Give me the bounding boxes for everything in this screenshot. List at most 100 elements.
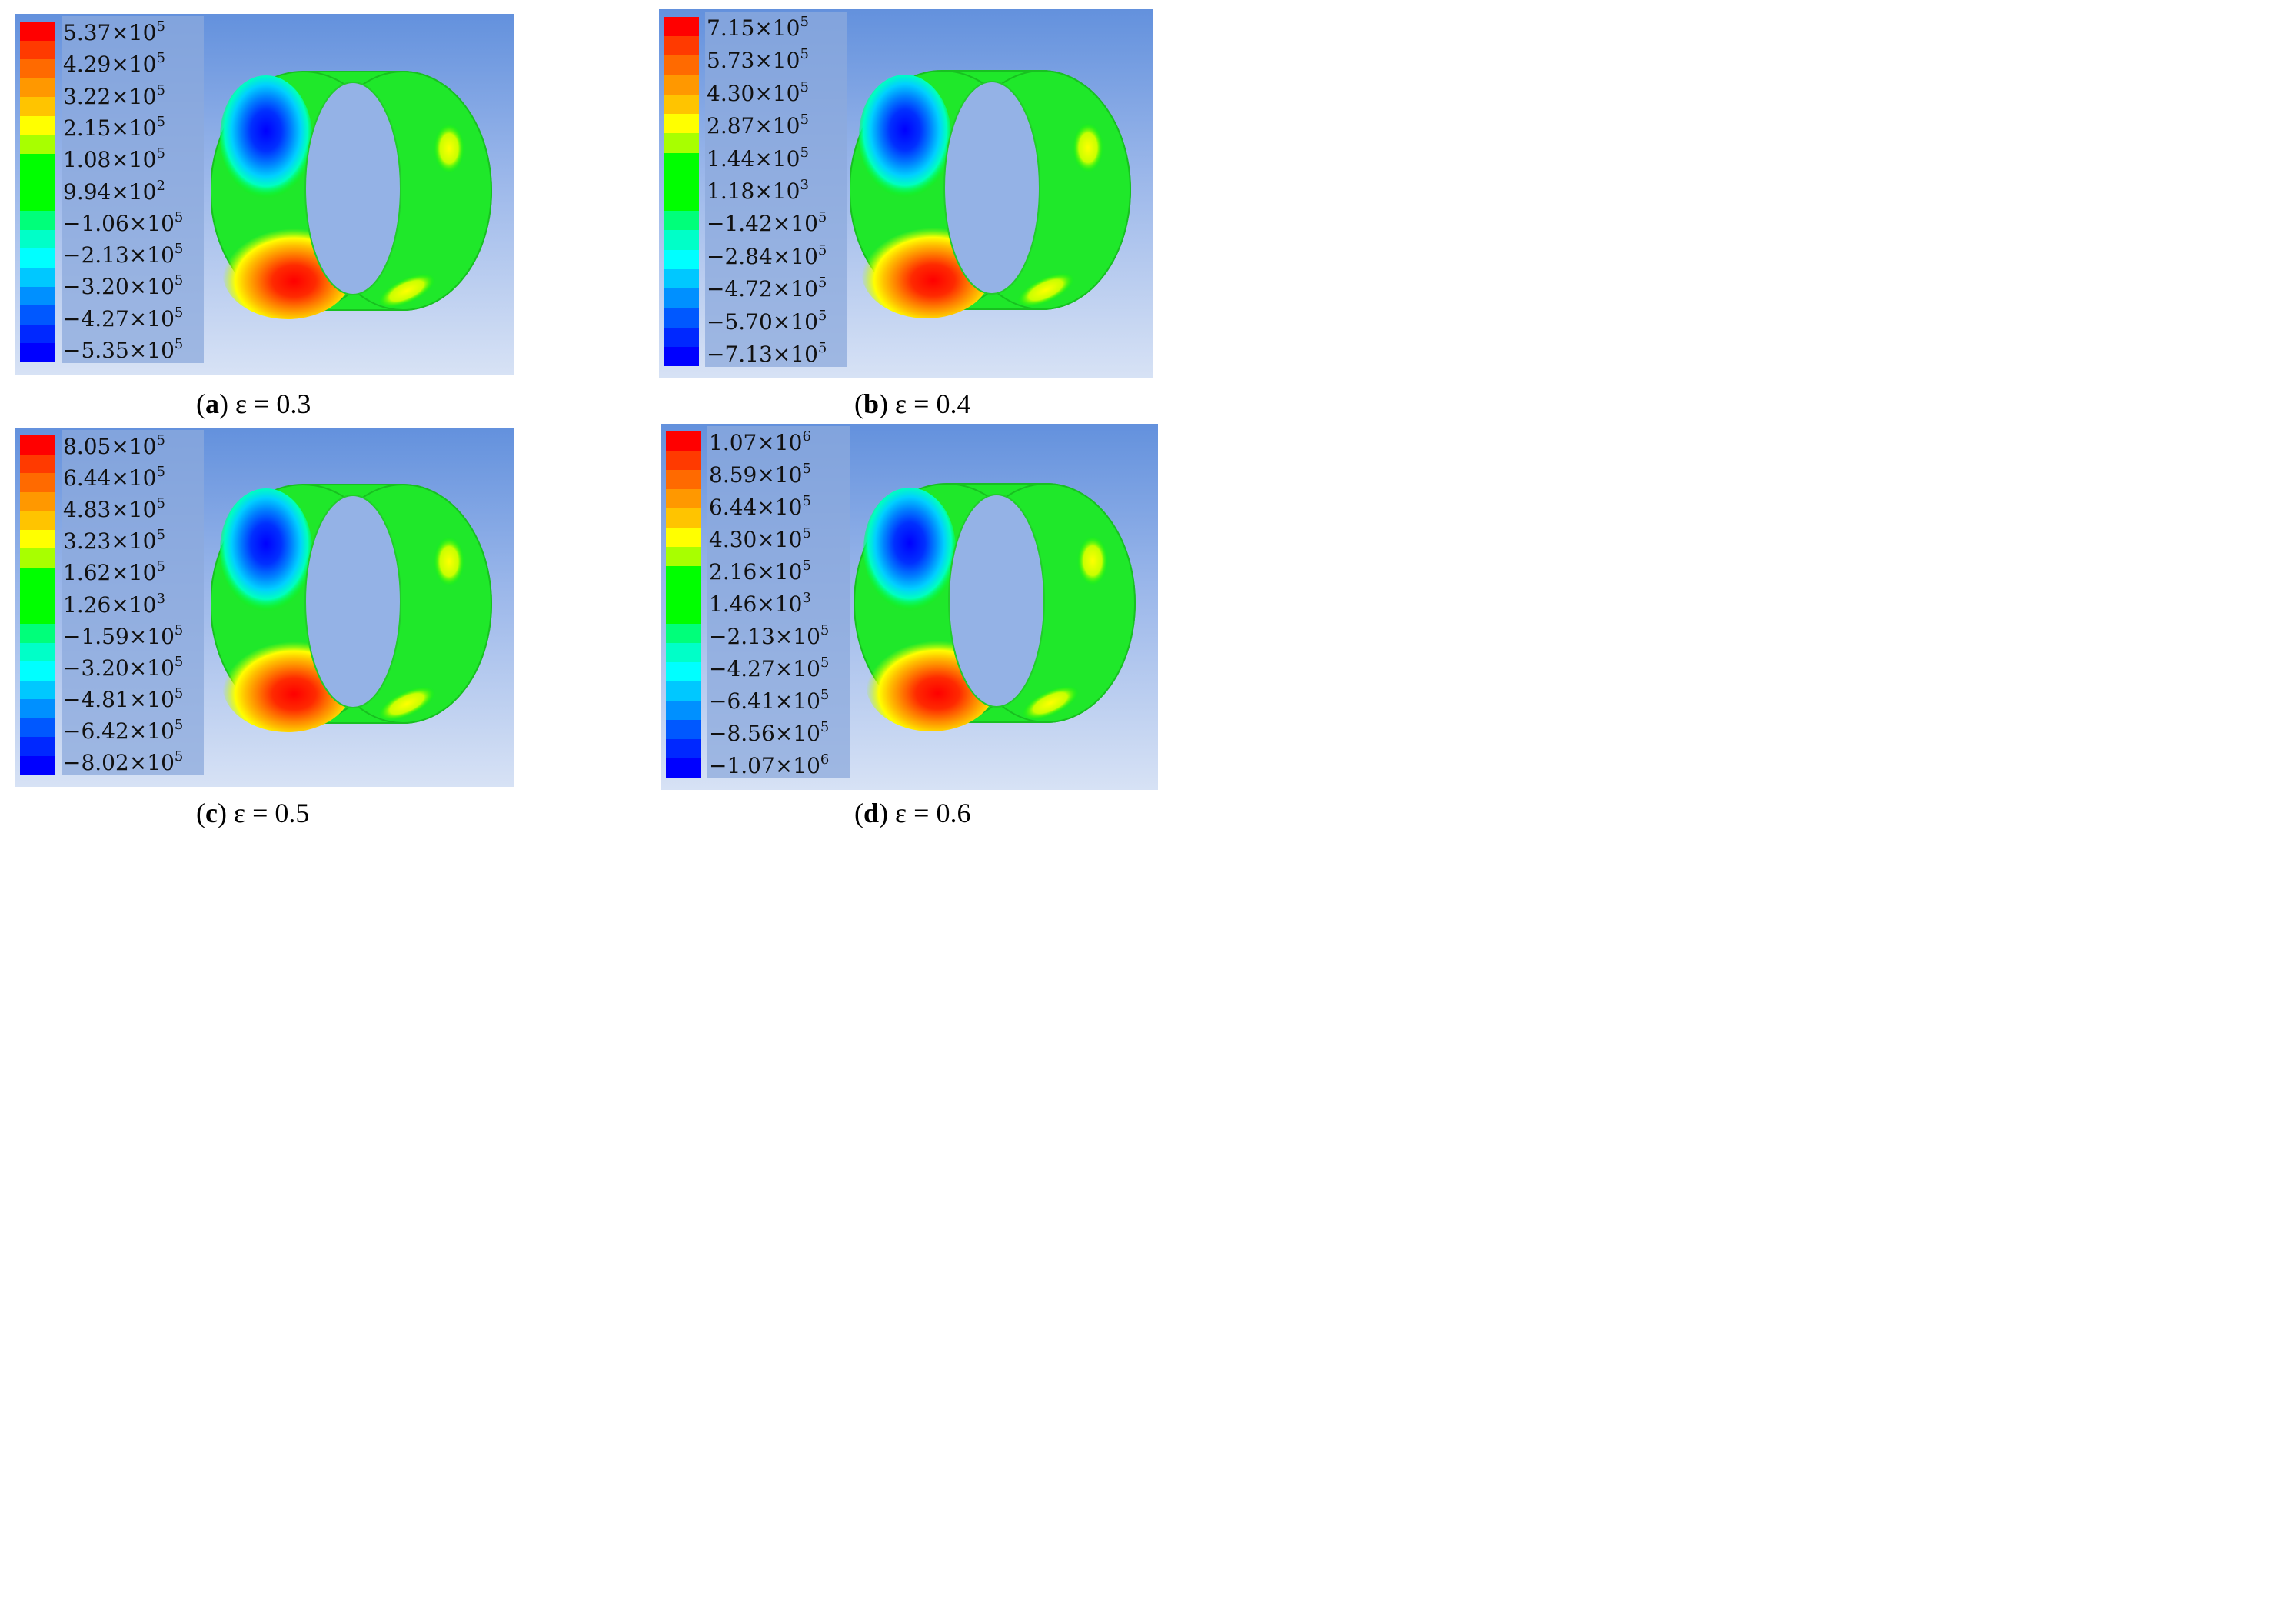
outer-surface-spot xyxy=(378,686,435,721)
colorbar-swatch xyxy=(20,116,55,135)
colorbar-swatch xyxy=(20,548,55,568)
legend-value-label: 8.59×105 xyxy=(709,461,811,488)
bearing-ring-contour xyxy=(854,483,1136,731)
legend-value-label: 1.44×105 xyxy=(707,144,809,172)
colorbar-swatch xyxy=(20,567,55,586)
colorbar-swatch xyxy=(666,451,701,470)
legend-value-label: 2.15×105 xyxy=(63,113,165,141)
legend-value-label: 6.44×105 xyxy=(709,493,811,520)
colorbar-swatch xyxy=(20,511,55,530)
colorbar-swatch xyxy=(666,585,701,605)
outer-surface-spot xyxy=(1073,123,1103,172)
colorbar-swatch xyxy=(666,528,701,547)
outer-surface-spot xyxy=(1017,272,1074,308)
caption-a: (a) ε = 0.3 xyxy=(196,388,311,419)
legend-value-label: 8.05×105 xyxy=(63,432,165,459)
negative-pressure-zone xyxy=(220,488,312,611)
color-legend: 5.37×105 4.29×105 3.22×105 2.15×105 1.08×105… xyxy=(15,14,204,375)
legend-value-label: 4.83×105 xyxy=(63,495,165,523)
colorbar-swatch xyxy=(20,154,55,173)
colorbar-swatch xyxy=(20,435,55,455)
legend-value-label: 5.73×105 xyxy=(707,46,809,74)
colorbar-swatch xyxy=(20,40,55,60)
legend-value-label: 1.07×106 xyxy=(709,428,811,455)
legend-value-label: −8.02×105 xyxy=(63,748,184,775)
outer-surface-spot xyxy=(434,123,464,173)
colorbar-swatch xyxy=(20,59,55,78)
panel-a: 5.37×105 4.29×105 3.22×105 2.15×105 1.08×105… xyxy=(15,14,514,375)
colorbar-swatch xyxy=(20,97,55,117)
negative-pressure-zone xyxy=(859,75,951,198)
panel-c: 8.05×105 6.44×105 4.83×105 3.23×105 1.62×105… xyxy=(15,428,514,787)
legend-value-label: −6.41×105 xyxy=(709,687,830,714)
legend-value-label: −8.56×105 xyxy=(709,719,830,746)
ring-bore-opening xyxy=(304,81,401,295)
colorbar-swatch xyxy=(20,755,55,775)
legend-value-label: −2.13×105 xyxy=(63,241,184,268)
outer-surface-spot xyxy=(434,536,464,586)
colorbar-swatch xyxy=(20,680,55,699)
colorbar-swatch xyxy=(20,586,55,605)
legend-value-label: −5.35×105 xyxy=(63,336,184,363)
colorbar-swatch xyxy=(20,305,55,325)
legend-value-label: 4.29×105 xyxy=(63,50,165,78)
colorbar-swatch xyxy=(664,94,699,115)
colorbar-swatch xyxy=(664,152,699,172)
legend-value-label: 2.16×105 xyxy=(709,558,811,585)
colorbar-swatch xyxy=(20,624,55,643)
colorbar-swatch xyxy=(664,230,699,250)
colorbar-swatch xyxy=(664,36,699,56)
legend-value-label: 1.08×105 xyxy=(63,145,165,173)
outer-surface-spot xyxy=(1022,685,1079,721)
legend-label-background xyxy=(62,16,204,363)
ring-bore-opening xyxy=(948,494,1045,708)
colorbar-swatch xyxy=(20,737,55,756)
legend-value-label: 7.15×105 xyxy=(707,14,809,41)
colorbar-swatch xyxy=(20,454,55,473)
colorbar-swatch xyxy=(20,192,55,212)
legend-value-label: 3.22×105 xyxy=(63,82,165,109)
legend-value-label: −4.27×105 xyxy=(63,304,184,332)
caption-c: (c) ε = 0.5 xyxy=(196,798,310,828)
colorbar-swatch xyxy=(664,211,699,231)
colorbar-swatch xyxy=(20,491,55,511)
color-legend: 8.05×105 6.44×105 4.83×105 3.23×105 1.62×105… xyxy=(15,428,204,787)
panel-b: 7.15×105 5.73×105 4.30×105 2.87×105 1.44×105… xyxy=(659,9,1153,378)
colorbar-swatch xyxy=(20,22,55,41)
bearing-ring-contour xyxy=(211,70,492,319)
legend-value-label: −3.20×105 xyxy=(63,653,184,681)
legend-value-label: −4.72×105 xyxy=(707,275,827,302)
color-legend: 7.15×105 5.73×105 4.30×105 2.87×105 1.44×105… xyxy=(659,9,847,378)
legend-value-label: 9.94×102 xyxy=(63,177,165,205)
colorbar-swatch xyxy=(20,718,55,737)
colorbar-swatch xyxy=(666,508,701,528)
colorbar-swatch xyxy=(666,643,701,662)
colorbar-swatch xyxy=(20,529,55,548)
legend-value-label: 5.37×105 xyxy=(63,18,165,45)
colorbar-swatch xyxy=(666,720,701,739)
legend-value-label: −5.70×105 xyxy=(707,307,827,335)
colorbar-swatch xyxy=(20,473,55,492)
ring-bore-opening xyxy=(943,81,1040,295)
colorbar-swatch xyxy=(664,114,699,134)
colorbar-swatch xyxy=(664,249,699,269)
legend-value-label: 6.44×105 xyxy=(63,464,165,491)
panel-d: 1.07×106 8.59×105 6.44×105 4.30×105 2.16×105… xyxy=(661,424,1158,790)
colorbar-swatch xyxy=(20,699,55,718)
legend-value-label: −1.06×105 xyxy=(63,208,184,236)
colorbar-swatch xyxy=(664,55,699,75)
legend-value-label: −6.42×105 xyxy=(63,716,184,744)
legend-colorbar xyxy=(666,431,701,778)
legend-label-background xyxy=(705,12,847,367)
colorbar-swatch xyxy=(664,327,699,347)
bearing-ring-contour xyxy=(211,483,492,732)
colorbar-swatch xyxy=(20,248,55,268)
caption-d: (d) ε = 0.6 xyxy=(854,798,971,828)
legend-value-label: −1.42×105 xyxy=(707,209,827,237)
colorbar-swatch xyxy=(666,566,701,585)
legend-value-label: −1.59×105 xyxy=(63,621,184,649)
colorbar-swatch xyxy=(20,172,55,192)
outer-surface-spot xyxy=(378,273,435,308)
colorbar-swatch xyxy=(20,78,55,98)
legend-value-label: 1.26×103 xyxy=(63,590,165,618)
